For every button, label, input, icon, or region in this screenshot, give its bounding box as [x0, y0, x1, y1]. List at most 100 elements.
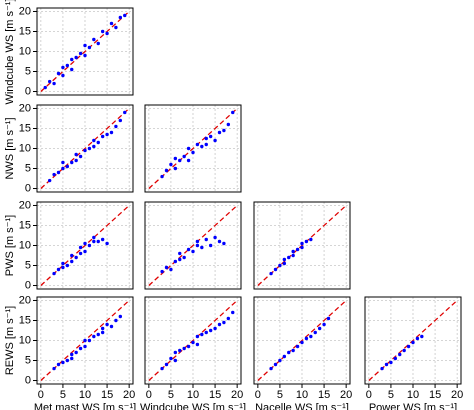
point [402, 348, 406, 353]
point [317, 326, 322, 331]
point [52, 271, 56, 276]
point [164, 265, 169, 270]
identity-line [148, 107, 238, 190]
point [186, 158, 191, 163]
point [231, 110, 235, 115]
point [217, 322, 222, 327]
point [309, 237, 313, 242]
point [87, 243, 92, 248]
point [291, 249, 295, 254]
y-tick-label: 10 [19, 45, 31, 57]
y-tick-label: 5 [25, 162, 31, 174]
point [70, 352, 74, 357]
panel [144, 104, 242, 193]
point [173, 350, 178, 355]
point [56, 362, 61, 367]
point [195, 239, 200, 244]
point [78, 346, 83, 351]
point [70, 356, 74, 361]
point [393, 356, 398, 361]
point [200, 144, 204, 149]
point [74, 152, 78, 157]
point [282, 354, 287, 359]
point [295, 344, 300, 349]
point [56, 71, 61, 76]
point [313, 330, 317, 335]
point [96, 41, 100, 46]
point [304, 239, 309, 244]
point [83, 241, 87, 246]
plot-frame [144, 296, 242, 385]
y-tick-label: 0 [25, 85, 31, 97]
y-tick-label: 20 [19, 199, 31, 211]
point [326, 316, 331, 321]
point [169, 356, 173, 361]
point [182, 346, 186, 351]
x-tick-label: 20 [123, 389, 135, 401]
point [380, 366, 384, 371]
identity-line [257, 299, 347, 382]
point [173, 259, 178, 264]
point [182, 154, 186, 159]
point [178, 251, 182, 256]
y-tick-label: 5 [25, 65, 31, 77]
point [291, 348, 295, 353]
y-tick-label: 5 [25, 259, 31, 271]
point [164, 168, 169, 173]
x-tick-label: 10 [296, 389, 308, 401]
point [114, 124, 118, 129]
point [61, 160, 65, 165]
point [74, 255, 78, 260]
y-tick-label: 0 [25, 279, 31, 291]
plot-frame [36, 201, 134, 290]
point [52, 172, 56, 177]
point [226, 316, 231, 321]
identity-line [148, 299, 238, 382]
point [204, 142, 208, 147]
point [61, 360, 65, 365]
point [78, 51, 83, 56]
point [61, 65, 65, 70]
point [222, 241, 226, 246]
point [56, 267, 61, 272]
point [92, 334, 96, 339]
point [109, 21, 114, 26]
x-tick-label: 5 [277, 389, 283, 401]
x-tick-label: 0 [255, 389, 261, 401]
point [411, 340, 415, 345]
point [398, 352, 402, 357]
point [300, 241, 304, 246]
point [160, 174, 164, 179]
point [83, 53, 87, 58]
x-tick-label: 20 [340, 389, 352, 401]
plot-frame [36, 296, 134, 385]
y-tick-label: 20 [19, 102, 31, 114]
point [118, 15, 123, 20]
point [105, 241, 109, 246]
point [118, 314, 123, 319]
point [92, 37, 96, 42]
point [65, 358, 70, 363]
point [96, 332, 100, 337]
point [420, 334, 424, 339]
point [96, 239, 100, 244]
point [287, 350, 291, 355]
point [217, 239, 222, 244]
point [200, 332, 204, 337]
plot-frame [36, 7, 134, 96]
point [304, 336, 309, 341]
x-tick-label: 10 [407, 389, 419, 401]
point [278, 358, 282, 363]
point [182, 255, 186, 260]
point [217, 130, 222, 135]
point [208, 134, 213, 139]
plot-frame [36, 104, 134, 193]
point [114, 318, 118, 323]
x-axis-label: Nacelle WS [m s⁻¹] [255, 402, 349, 410]
plot-frame [144, 104, 242, 193]
point [415, 336, 420, 341]
point [87, 338, 92, 343]
